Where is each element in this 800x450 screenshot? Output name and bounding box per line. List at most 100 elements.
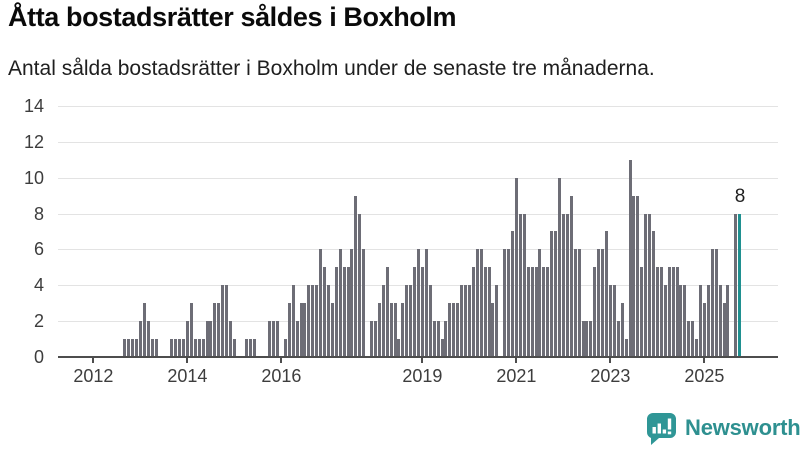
bar (667, 267, 671, 357)
bar (205, 321, 209, 357)
bar (150, 339, 154, 357)
bar (589, 321, 593, 357)
bar (483, 267, 487, 357)
bar (726, 285, 730, 357)
bar (127, 339, 131, 357)
bar (338, 249, 342, 357)
bar (307, 285, 311, 357)
y-axis-tick-label: 6 (33, 239, 44, 260)
bar (389, 303, 393, 357)
bar (569, 195, 573, 357)
bar (283, 339, 287, 357)
bar (287, 303, 291, 357)
bar (138, 321, 142, 357)
bar (326, 285, 330, 357)
logo-text: Newsworthy (685, 415, 800, 440)
bar (295, 321, 299, 357)
bar (291, 285, 295, 357)
bar (671, 267, 675, 357)
bar (503, 249, 507, 357)
bar (475, 249, 479, 357)
bar (342, 267, 346, 357)
bar (420, 267, 424, 357)
bar (182, 339, 185, 357)
x-axis-tick (703, 358, 706, 363)
y-axis-tick-label: 14 (23, 95, 44, 116)
bar (624, 339, 628, 357)
bar (221, 285, 225, 357)
bar (546, 267, 550, 357)
bar (495, 285, 499, 357)
bar (561, 213, 565, 357)
bar (456, 303, 460, 357)
y-axis-tick-label: 10 (23, 167, 44, 188)
bar (683, 285, 687, 357)
bar (511, 231, 514, 357)
gridline (58, 213, 778, 215)
bar (135, 339, 138, 357)
bar (648, 213, 652, 357)
x-axis-tick-label: 2019 (402, 366, 443, 386)
y-axis-tick-label: 4 (33, 275, 44, 296)
bar (597, 249, 601, 357)
bar (154, 339, 158, 357)
bar (244, 339, 248, 357)
bar (268, 321, 272, 357)
bar (518, 213, 522, 357)
bar (593, 267, 597, 357)
bar (276, 321, 279, 357)
bar (303, 303, 307, 357)
bar (448, 303, 452, 357)
x-axis-tick-label: 2023 (590, 366, 631, 386)
bar (311, 285, 315, 357)
x-axis-tick (186, 358, 189, 363)
bar (467, 285, 471, 357)
bar (142, 303, 146, 357)
bar (370, 321, 373, 357)
bar (334, 267, 338, 357)
bar (209, 321, 213, 357)
page-title: Åtta bostadsrätter såldes i Boxholm (8, 2, 457, 32)
bar (722, 303, 726, 357)
gridline (58, 177, 778, 179)
bar-chart-speech-bubble-icon (645, 411, 678, 445)
bar (608, 285, 612, 357)
bar (405, 285, 409, 357)
bar (534, 267, 538, 357)
bar (644, 213, 648, 357)
bar (550, 231, 554, 357)
bar (706, 285, 710, 357)
bar (393, 303, 397, 357)
bar (487, 267, 491, 357)
bar (397, 339, 401, 357)
bar (299, 303, 303, 357)
bar (616, 321, 620, 357)
bar (526, 267, 530, 357)
bar (385, 267, 389, 357)
bar (131, 339, 135, 357)
bar (554, 231, 558, 357)
bar (193, 339, 197, 357)
y-axis-tick-label: 12 (23, 131, 44, 152)
bar (675, 267, 679, 357)
bar (350, 249, 354, 357)
bar (201, 339, 205, 357)
bar (565, 213, 569, 357)
bar (319, 249, 323, 357)
bar (687, 321, 691, 357)
bar (558, 177, 561, 357)
bar (612, 285, 616, 357)
bar (413, 267, 417, 357)
bar (491, 303, 495, 357)
bar (573, 249, 577, 357)
bar (507, 249, 511, 357)
bar (232, 339, 236, 357)
bar (628, 159, 632, 357)
bar (174, 339, 178, 357)
x-axis-tick (421, 358, 424, 363)
x-axis-line (58, 356, 778, 358)
bar (432, 321, 436, 357)
bar (663, 285, 667, 357)
y-axis-tick-label: 2 (33, 311, 44, 332)
x-axis-tick-label: 2014 (167, 366, 208, 386)
